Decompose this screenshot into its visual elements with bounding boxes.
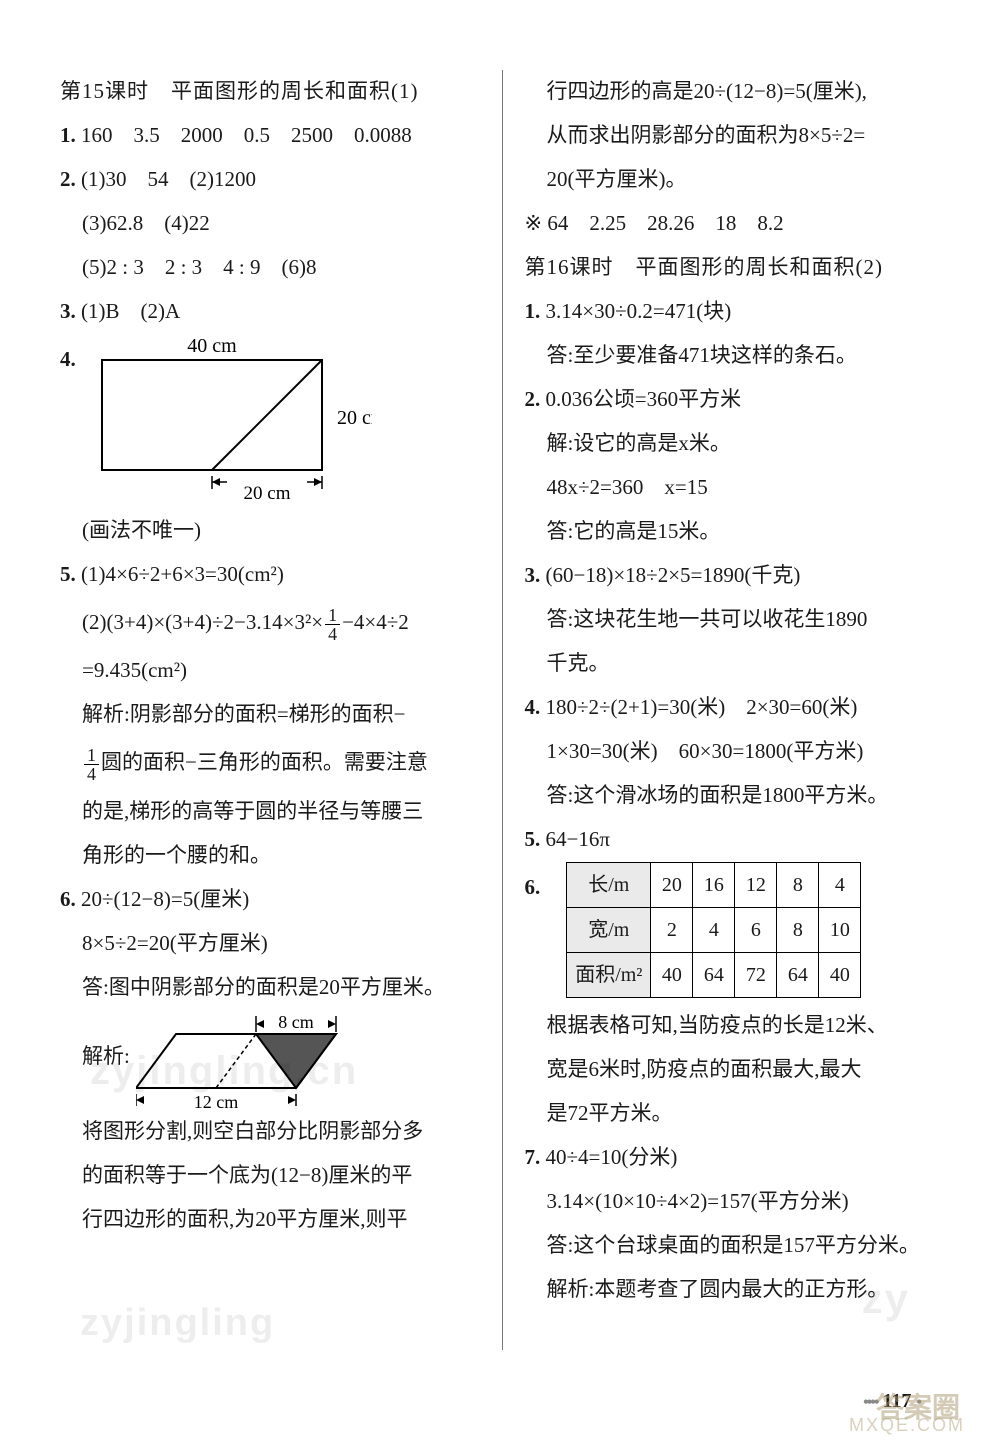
r-q2-1: 2. 0.036公顷=360平方米	[525, 378, 951, 420]
mxqe-watermark: MXQE.COM	[849, 1407, 965, 1443]
q6-analysis-3: 行四边形的面积,为20平方厘米,则平	[60, 1198, 486, 1240]
r-q2-4: 答:它的高是15米。	[525, 510, 951, 552]
fig4-right-label: 20 cm	[337, 407, 372, 429]
fig4-top-label: 40 cm	[187, 335, 237, 357]
star-line: ※ 64 2.25 28.26 18 8.2	[525, 202, 951, 244]
q5-2-result: =9.435(cm²)	[60, 649, 486, 691]
r-q7-1: 7. 40÷4=10(分米)	[525, 1136, 951, 1178]
r-q3-1: 3. (60−18)×18÷2×5=1890(千克)	[525, 554, 951, 596]
q6-analysis-2: 的面积等于一个底为(12−8)厘米的平	[60, 1154, 486, 1196]
r-q1-2: 答:至少要准备471块这样的条石。	[525, 334, 951, 376]
r-q7-4: 解析:本题考查了圆内最大的正方形。	[525, 1268, 951, 1310]
q6-1: 6. 20÷(12−8)=5(厘米)	[60, 878, 486, 920]
q2-line1: 2. (1)30 54 (2)1200	[60, 158, 486, 200]
q5-analysis-2: 14圆的面积−三角形的面积。需要注意	[60, 737, 486, 787]
frac-1-4b: 14	[84, 746, 99, 783]
q6-3: 答:图中阴影部分的面积是20平方厘米。	[60, 966, 486, 1008]
cont-2: 从而求出阴影部分的面积为8×5÷2=	[525, 114, 951, 156]
r-q6-an2: 宽是6米时,防疫点的面积最大,最大	[525, 1048, 951, 1090]
r-q7-2: 3.14×(10×10÷4×2)=157(平方分米)	[525, 1180, 951, 1222]
r-q1-1: 1. 3.14×30÷0.2=471(块)	[525, 290, 951, 332]
r-q6-table-row: 6. 长/m 20 16 12 8 4 宽/m 2 4 6 8 10	[525, 862, 951, 998]
th-width: 宽/m	[567, 908, 651, 953]
left-column: 第15课时 平面图形的周长和面积(1) 1. 160 3.5 2000 0.5 …	[60, 70, 503, 1350]
r-q3-2: 答:这块花生地一共可以收花生1890	[525, 598, 951, 640]
q5-2: (2)(3+4)×(3+4)÷2−3.14×3²×14−4×4÷2	[60, 597, 486, 647]
r-q2-3: 48x÷2=360 x=15	[525, 466, 951, 508]
frac-1-4: 14	[325, 606, 340, 643]
svg-text:8 cm: 8 cm	[278, 1012, 314, 1032]
q5-analysis-3: 的是,梯形的高等于圆的半径与等腰三	[60, 790, 486, 832]
r-q4-3: 答:这个滑冰场的面积是1800平方米。	[525, 774, 951, 816]
th-area: 面积/m²	[567, 953, 651, 998]
q4-figure-row: 4. 40 cm 20 cm 20 cm	[60, 334, 486, 509]
q2-line3: (5)2 : 3 2 : 3 4 : 9 (6)8	[60, 246, 486, 288]
q3: 3. (1)B (2)A	[60, 290, 486, 332]
q5-analysis-1: 解析:阴影部分的面积=梯形的面积−	[60, 693, 486, 735]
q6-analysis-label: 解析:	[82, 1010, 130, 1077]
lesson-title-16: 第16课时 平面图形的周长和面积(2)	[525, 246, 951, 288]
right-column: 行四边形的高是20÷(12−8)=5(厘米), 从而求出阴影部分的面积为8×5÷…	[521, 70, 951, 1350]
q6-analysis-1: 将图形分割,则空白部分比阴影部分多	[60, 1110, 486, 1152]
cont-3: 20(平方厘米)。	[525, 158, 951, 200]
dimension-table: 长/m 20 16 12 8 4 宽/m 2 4 6 8 10 面积/m²	[566, 862, 861, 998]
r-q4-2: 1×30=30(米) 60×30=1800(平方米)	[525, 730, 951, 772]
q6-2: 8×5÷2=20(平方厘米)	[60, 922, 486, 964]
q1: 1. 160 3.5 2000 0.5 2500 0.0088	[60, 114, 486, 156]
lesson-title-15: 第15课时 平面图形的周长和面积(1)	[60, 70, 486, 112]
q6-parallelogram-diagram: 8 cm 12 cm	[136, 1010, 361, 1110]
svg-text:12 cm: 12 cm	[194, 1092, 239, 1110]
r-q6-an3: 是72平方米。	[525, 1092, 951, 1134]
r-q7-3: 答:这个台球桌面的面积是157平方分米。	[525, 1224, 951, 1266]
r-q4-1: 4. 180÷2÷(2+1)=30(米) 2×30=60(米)	[525, 686, 951, 728]
cont-1: 行四边形的高是20÷(12−8)=5(厘米),	[525, 70, 951, 112]
q5-1: 5. (1)4×6÷2+6×3=30(cm²)	[60, 553, 486, 595]
r-q6-an1: 根据表格可知,当防疫点的长是12米、	[525, 1004, 951, 1046]
q4-rectangle-diagram: 40 cm 20 cm 20 cm	[82, 334, 372, 509]
q6-figure-row: 解析: 8 cm 12 cm	[60, 1010, 486, 1110]
fig4-bottom-label: 20 cm	[243, 483, 290, 504]
th-length: 长/m	[567, 863, 651, 908]
r-q2-2: 解:设它的高是x米。	[525, 422, 951, 464]
q4-note: (画法不唯一)	[60, 509, 486, 551]
r-q3-3: 千克。	[525, 642, 951, 684]
q5-analysis-4: 角形的一个腰的和。	[60, 834, 486, 876]
r-q5: 5. 64−16π	[525, 818, 951, 860]
q2-line2: (3)62.8 (4)22	[60, 202, 486, 244]
